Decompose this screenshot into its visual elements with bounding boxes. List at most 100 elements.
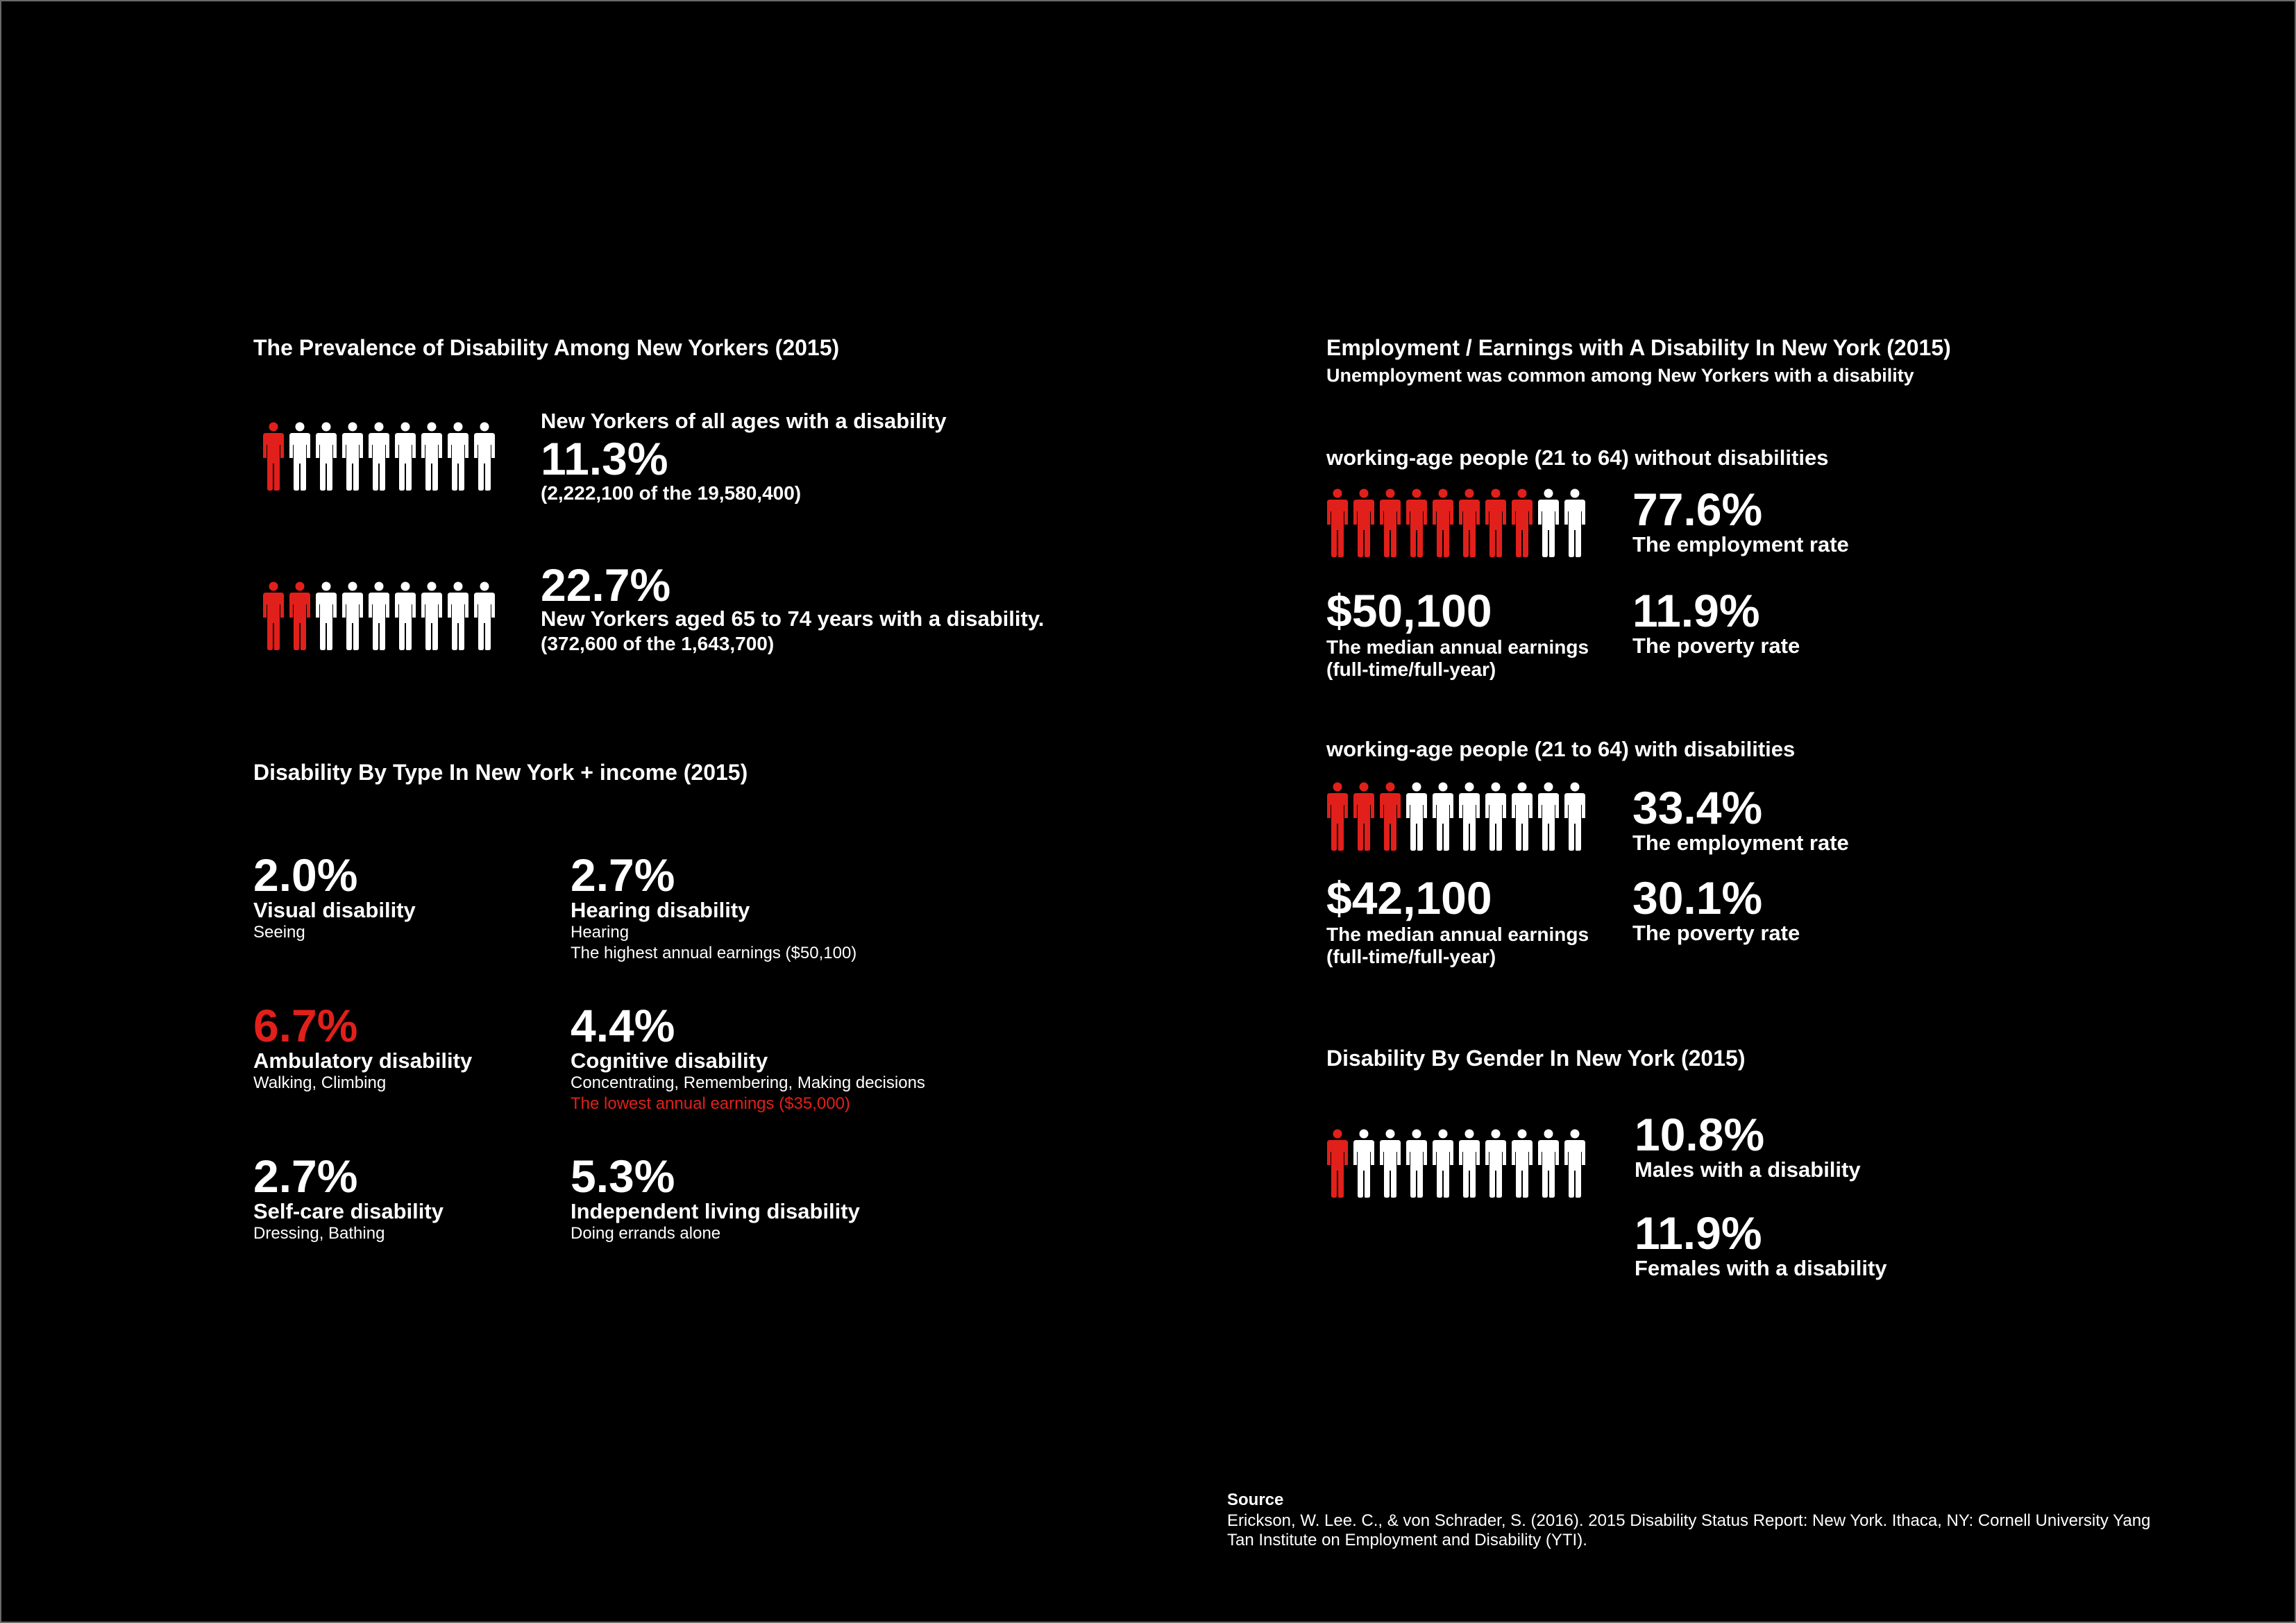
person-icon (1564, 1129, 1585, 1198)
person-icon (1564, 488, 1585, 557)
person-icon-highlighted (263, 581, 284, 650)
person-icon-highlighted (1353, 488, 1374, 557)
without-earnings-label: The median annual earnings (1326, 636, 1589, 658)
aged-value: 22.7% (541, 559, 671, 611)
person-icon-highlighted (1353, 782, 1374, 851)
ambulatory-desc: Walking, Climbing (253, 1073, 387, 1092)
person-icon (1459, 1129, 1480, 1198)
independent-disability-block: 5.3% Independent living disability Doing… (571, 1153, 860, 1243)
visual-label: Visual disability (253, 898, 416, 922)
person-icon-highlighted (1433, 488, 1453, 557)
selfcare-value: 2.7% (253, 1150, 358, 1202)
females-block: 11.9% Females with a disability (1635, 1210, 1887, 1281)
selfcare-desc: Dressing, Bathing (253, 1224, 385, 1243)
all-ages-detail: (2,222,100 of the 19,580,400) (541, 482, 802, 504)
person-icon-highlighted (1512, 488, 1533, 557)
males-value: 10.8% (1635, 1109, 1765, 1160)
person-icon (474, 422, 495, 491)
selfcare-disability-block: 2.7% Self-care disability Dressing, Bath… (253, 1153, 444, 1243)
ambulatory-disability-block: 6.7% Ambulatory disability Walking, Clim… (253, 1003, 472, 1093)
with-employment-value: 33.4% (1632, 782, 1763, 833)
people-row-without (1326, 488, 1586, 558)
person-icon (421, 581, 442, 650)
person-icon (474, 581, 495, 650)
person-icon (369, 422, 389, 491)
person-icon (421, 422, 442, 491)
person-icon (1433, 782, 1453, 851)
aged-detail: (372,600 of the 1,643,700) (541, 633, 775, 654)
person-icon-highlighted (1459, 488, 1480, 557)
with-poverty-block: 30.1% The poverty rate (1632, 875, 1800, 946)
hearing-disability-block: 2.7% Hearing disability Hearing The high… (571, 852, 856, 963)
person-icon (289, 422, 310, 491)
person-icon (342, 422, 363, 491)
person-icon (1353, 1129, 1374, 1198)
ambulatory-value: 6.7% (253, 1000, 358, 1051)
person-icon (1459, 782, 1480, 851)
visual-value: 2.0% (253, 849, 358, 901)
without-employment-block: 77.6% The employment rate (1632, 486, 1849, 557)
cognitive-value: 4.4% (571, 1000, 675, 1051)
people-row-gender (1326, 1129, 1586, 1198)
cognitive-note: The lowest annual earnings ($35,000) (571, 1094, 850, 1113)
hearing-note: The highest annual earnings ($50,100) (571, 944, 857, 962)
independent-label: Independent living disability (571, 1199, 860, 1223)
independent-desc: Doing errands alone (571, 1224, 721, 1243)
source-line-1: Erickson, W. Lee. C., & von Schrader, S.… (1227, 1511, 2151, 1530)
person-icon-highlighted (1380, 782, 1401, 851)
person-icon (1406, 1129, 1427, 1198)
person-icon (1485, 782, 1506, 851)
people-row-aged (262, 581, 496, 651)
with-poverty-label: The poverty rate (1632, 921, 1800, 945)
person-icon-highlighted (1380, 488, 1401, 557)
person-icon (448, 422, 469, 491)
person-icon (1406, 782, 1427, 851)
person-icon-highlighted (1485, 488, 1506, 557)
person-icon (448, 581, 469, 650)
person-icon (395, 422, 416, 491)
without-earnings-note: (full-time/full-year) (1326, 658, 1496, 680)
without-poverty-value: 11.9% (1632, 585, 1760, 636)
person-icon (316, 422, 337, 491)
without-poverty-label: The poverty rate (1632, 634, 1800, 658)
person-icon-highlighted (1327, 488, 1348, 557)
with-poverty-value: 30.1% (1632, 872, 1763, 924)
source-block: Source Erickson, W. Lee. C., & von Schra… (1227, 1490, 2150, 1550)
person-icon (1512, 1129, 1533, 1198)
cognitive-label: Cognitive disability (571, 1048, 768, 1073)
hearing-label: Hearing disability (571, 898, 750, 922)
with-earnings-value: $42,100 (1326, 872, 1492, 924)
person-icon (1538, 782, 1559, 851)
person-icon (1485, 1129, 1506, 1198)
person-icon (1538, 1129, 1559, 1198)
all-ages-value: 11.3% (541, 433, 668, 484)
prevalence-title: The Prevalence of Disability Among New Y… (253, 335, 840, 360)
males-label: Males with a disability (1635, 1157, 1861, 1182)
selfcare-label: Self-care disability (253, 1199, 444, 1223)
person-icon-highlighted (289, 581, 310, 650)
females-label: Females with a disability (1635, 1256, 1887, 1280)
person-icon (369, 581, 389, 650)
without-earnings-block: $50,100 The median annual earnings (full… (1326, 588, 1589, 681)
people-row-with (1326, 782, 1586, 851)
visual-disability-block: 2.0% Visual disability Seeing (253, 852, 416, 942)
ambulatory-label: Ambulatory disability (253, 1048, 473, 1073)
females-value: 11.9% (1635, 1207, 1762, 1259)
cognitive-desc: Concentrating, Remembering, Making decis… (571, 1073, 925, 1092)
with-earnings-note: (full-time/full-year) (1326, 946, 1496, 967)
without-heading: working-age people (21 to 64) without di… (1326, 445, 1829, 470)
aged-label: New Yorkers aged 65 to 74 years with a d… (541, 606, 1045, 631)
people-row-all-ages (262, 422, 496, 491)
source-title: Source (1227, 1490, 1284, 1509)
person-icon-highlighted (263, 422, 284, 491)
by-type-title: Disability By Type In New York + income … (253, 760, 748, 785)
source-line-2: Tan Institute on Employment and Disabili… (1227, 1531, 1587, 1549)
independent-value: 5.3% (571, 1150, 675, 1202)
person-icon-highlighted (1327, 1129, 1348, 1198)
hearing-value: 2.7% (571, 849, 675, 901)
with-employment-block: 33.4% The employment rate (1632, 785, 1849, 856)
person-icon (1538, 488, 1559, 557)
employment-title: Employment / Earnings with A Disability … (1326, 335, 1951, 360)
all-ages-label: New Yorkers of all ages with a disabilit… (541, 409, 947, 433)
